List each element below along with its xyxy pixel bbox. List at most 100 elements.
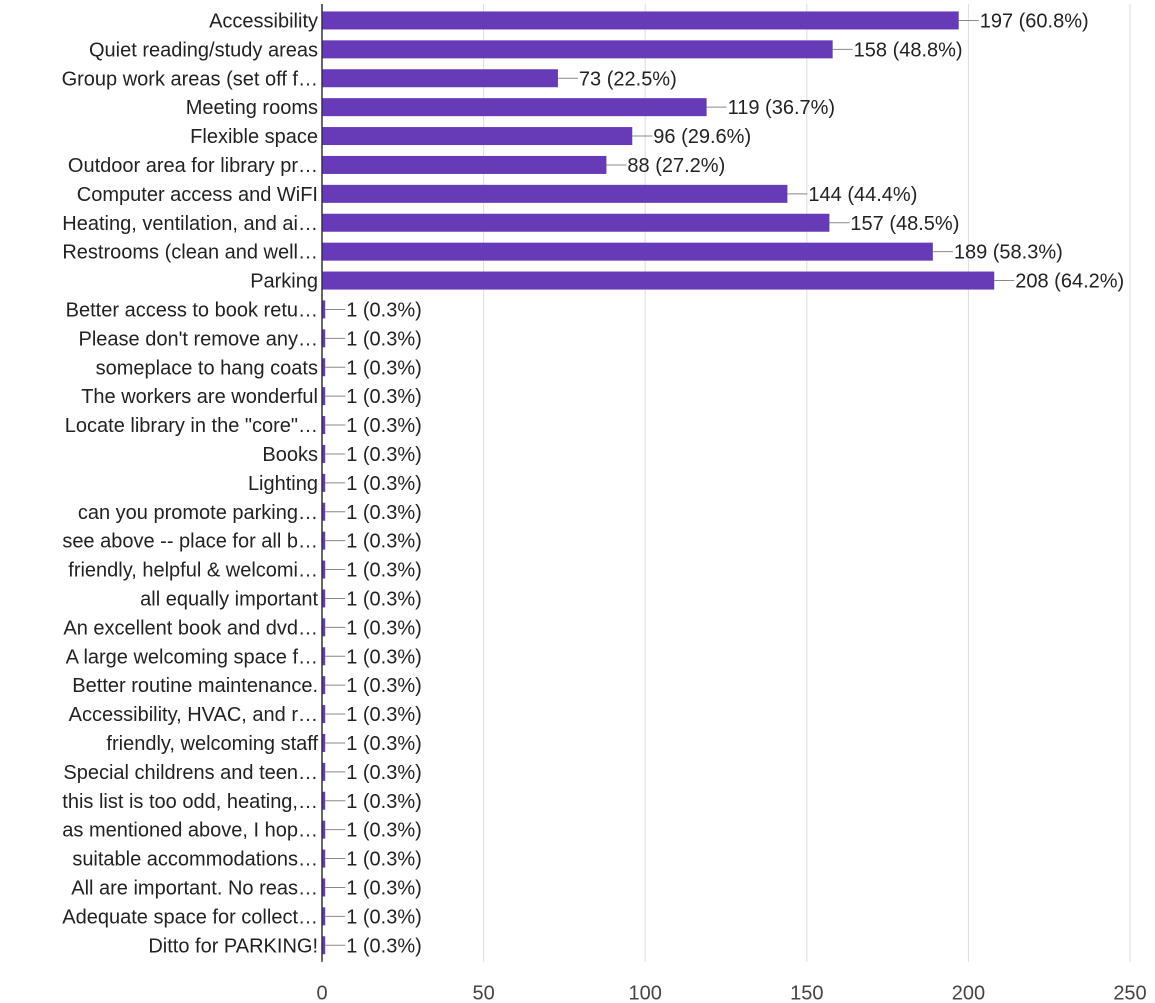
- bar: [322, 300, 326, 319]
- value-label: 144 (44.4%): [808, 184, 917, 206]
- bar: [322, 849, 326, 868]
- category-label: Ditto for PARKING!: [148, 935, 318, 957]
- bar: [322, 936, 326, 955]
- value-label: 1 (0.3%): [346, 733, 422, 755]
- value-label: 157 (48.5%): [850, 213, 959, 235]
- category-label: friendly, welcoming staff: [106, 733, 318, 755]
- bar: [322, 560, 326, 579]
- bar: [322, 705, 326, 724]
- value-label: 1 (0.3%): [346, 560, 422, 582]
- value-label: 189 (58.3%): [954, 242, 1063, 264]
- category-label: see above -- place for all b…: [62, 531, 318, 553]
- x-tick-label: 150: [790, 983, 823, 1003]
- category-label: friendly, helpful & welcomi…: [68, 560, 318, 582]
- category-label: All are important. No reas…: [71, 877, 318, 899]
- bar: [322, 502, 326, 521]
- bar: [322, 213, 830, 232]
- bar: [322, 647, 326, 666]
- value-label: 1 (0.3%): [346, 473, 422, 495]
- x-tick-labels: 0 50 100 150 200 250: [316, 983, 1146, 1003]
- category-label: Parking: [250, 271, 318, 293]
- category-label: The workers are wonderful: [81, 386, 318, 408]
- category-label: Lighting: [248, 473, 318, 495]
- x-tick-label: 0: [316, 983, 327, 1003]
- value-label: 1 (0.3%): [346, 444, 422, 466]
- value-label: 73 (22.5%): [579, 68, 677, 90]
- bar: [322, 127, 633, 146]
- value-label: 208 (64.2%): [1015, 271, 1124, 293]
- value-label: 1 (0.3%): [346, 328, 422, 350]
- category-label: Books: [262, 444, 318, 466]
- value-label: 158 (48.8%): [854, 39, 963, 61]
- bar: [322, 444, 326, 463]
- category-label: Flexible space: [190, 126, 318, 148]
- value-label: 1 (0.3%): [346, 762, 422, 784]
- category-label: Special childrens and teen…: [63, 762, 318, 784]
- value-label: 1 (0.3%): [346, 617, 422, 639]
- bar: [322, 907, 326, 926]
- bar: [322, 791, 326, 810]
- bar: [322, 473, 326, 492]
- value-label: 1 (0.3%): [346, 357, 422, 379]
- category-label: Meeting rooms: [186, 97, 318, 119]
- category-label: Accessibility, HVAC, and r…: [69, 704, 318, 726]
- value-label: 1 (0.3%): [346, 935, 422, 957]
- x-tick-label: 100: [629, 983, 662, 1003]
- category-label: Locate library in the "core"…: [65, 415, 318, 437]
- category-label: Adequate space for collect…: [62, 906, 318, 928]
- bar: [322, 11, 959, 30]
- category-label: Better routine maintenance.: [72, 675, 318, 697]
- category-label: suitable accommodations…: [72, 849, 318, 871]
- bar: [322, 184, 788, 203]
- category-label: Please don't remove any…: [78, 328, 318, 350]
- category-label: Accessibility: [209, 10, 318, 32]
- value-label: 119 (36.7%): [728, 97, 835, 119]
- value-label: 1 (0.3%): [346, 704, 422, 726]
- bar: [322, 98, 707, 117]
- grid-lines: [483, 4, 1131, 962]
- category-labels: Accessibility Quiet reading/study areas Gr…: [62, 10, 319, 957]
- bar: [322, 242, 933, 261]
- category-label: can you promote parking…: [78, 502, 318, 524]
- category-label: Heating, ventilation, and ai…: [62, 213, 318, 235]
- bar: [322, 40, 833, 59]
- category-label: Restrooms (clean and well…: [62, 242, 318, 264]
- category-label: Better access to book retu…: [66, 299, 318, 321]
- value-label: 1 (0.3%): [346, 820, 422, 842]
- category-label: Quiet reading/study areas: [89, 39, 318, 61]
- value-label: 1 (0.3%): [346, 877, 422, 899]
- category-label: Group work areas (set off f…: [62, 68, 318, 90]
- value-label: 1 (0.3%): [346, 646, 422, 668]
- value-label: 88 (27.2%): [627, 155, 725, 177]
- bar: [322, 820, 326, 839]
- value-label: 1 (0.3%): [346, 675, 422, 697]
- bar: [322, 271, 995, 290]
- category-label: Computer access and WiFI: [77, 184, 318, 206]
- x-tick-label: 250: [1113, 983, 1146, 1003]
- bar: [322, 387, 326, 406]
- value-label: 1 (0.3%): [346, 299, 422, 321]
- value-label: 1 (0.3%): [346, 906, 422, 928]
- category-label: Outdoor area for library pr…: [68, 155, 318, 177]
- value-label: 1 (0.3%): [346, 791, 422, 813]
- bar: [322, 155, 607, 174]
- x-tick-label: 200: [952, 983, 985, 1003]
- value-label: 96 (29.6%): [653, 126, 751, 148]
- value-label: 1 (0.3%): [346, 849, 422, 871]
- bar: [322, 69, 558, 88]
- bar: [322, 416, 326, 435]
- bar: [322, 878, 326, 897]
- value-label: 1 (0.3%): [346, 415, 422, 437]
- category-label: this list is too odd, heating,…: [62, 791, 318, 813]
- bar: [322, 676, 326, 695]
- category-label: A large welcoming space f…: [66, 646, 318, 668]
- bars-group: [322, 11, 995, 955]
- value-label: 1 (0.3%): [346, 502, 422, 524]
- value-label: 1 (0.3%): [346, 531, 422, 553]
- value-labels: 197 (60.8%) 158 (48.8%) 73 (22.5%) 119 (36.…: [325, 10, 1124, 957]
- category-label: An excellent book and dvd…: [63, 617, 318, 639]
- x-tick-label: 50: [472, 983, 494, 1003]
- category-label: as mentioned above, I hop…: [62, 820, 318, 842]
- value-label: 197 (60.8%): [980, 10, 1089, 32]
